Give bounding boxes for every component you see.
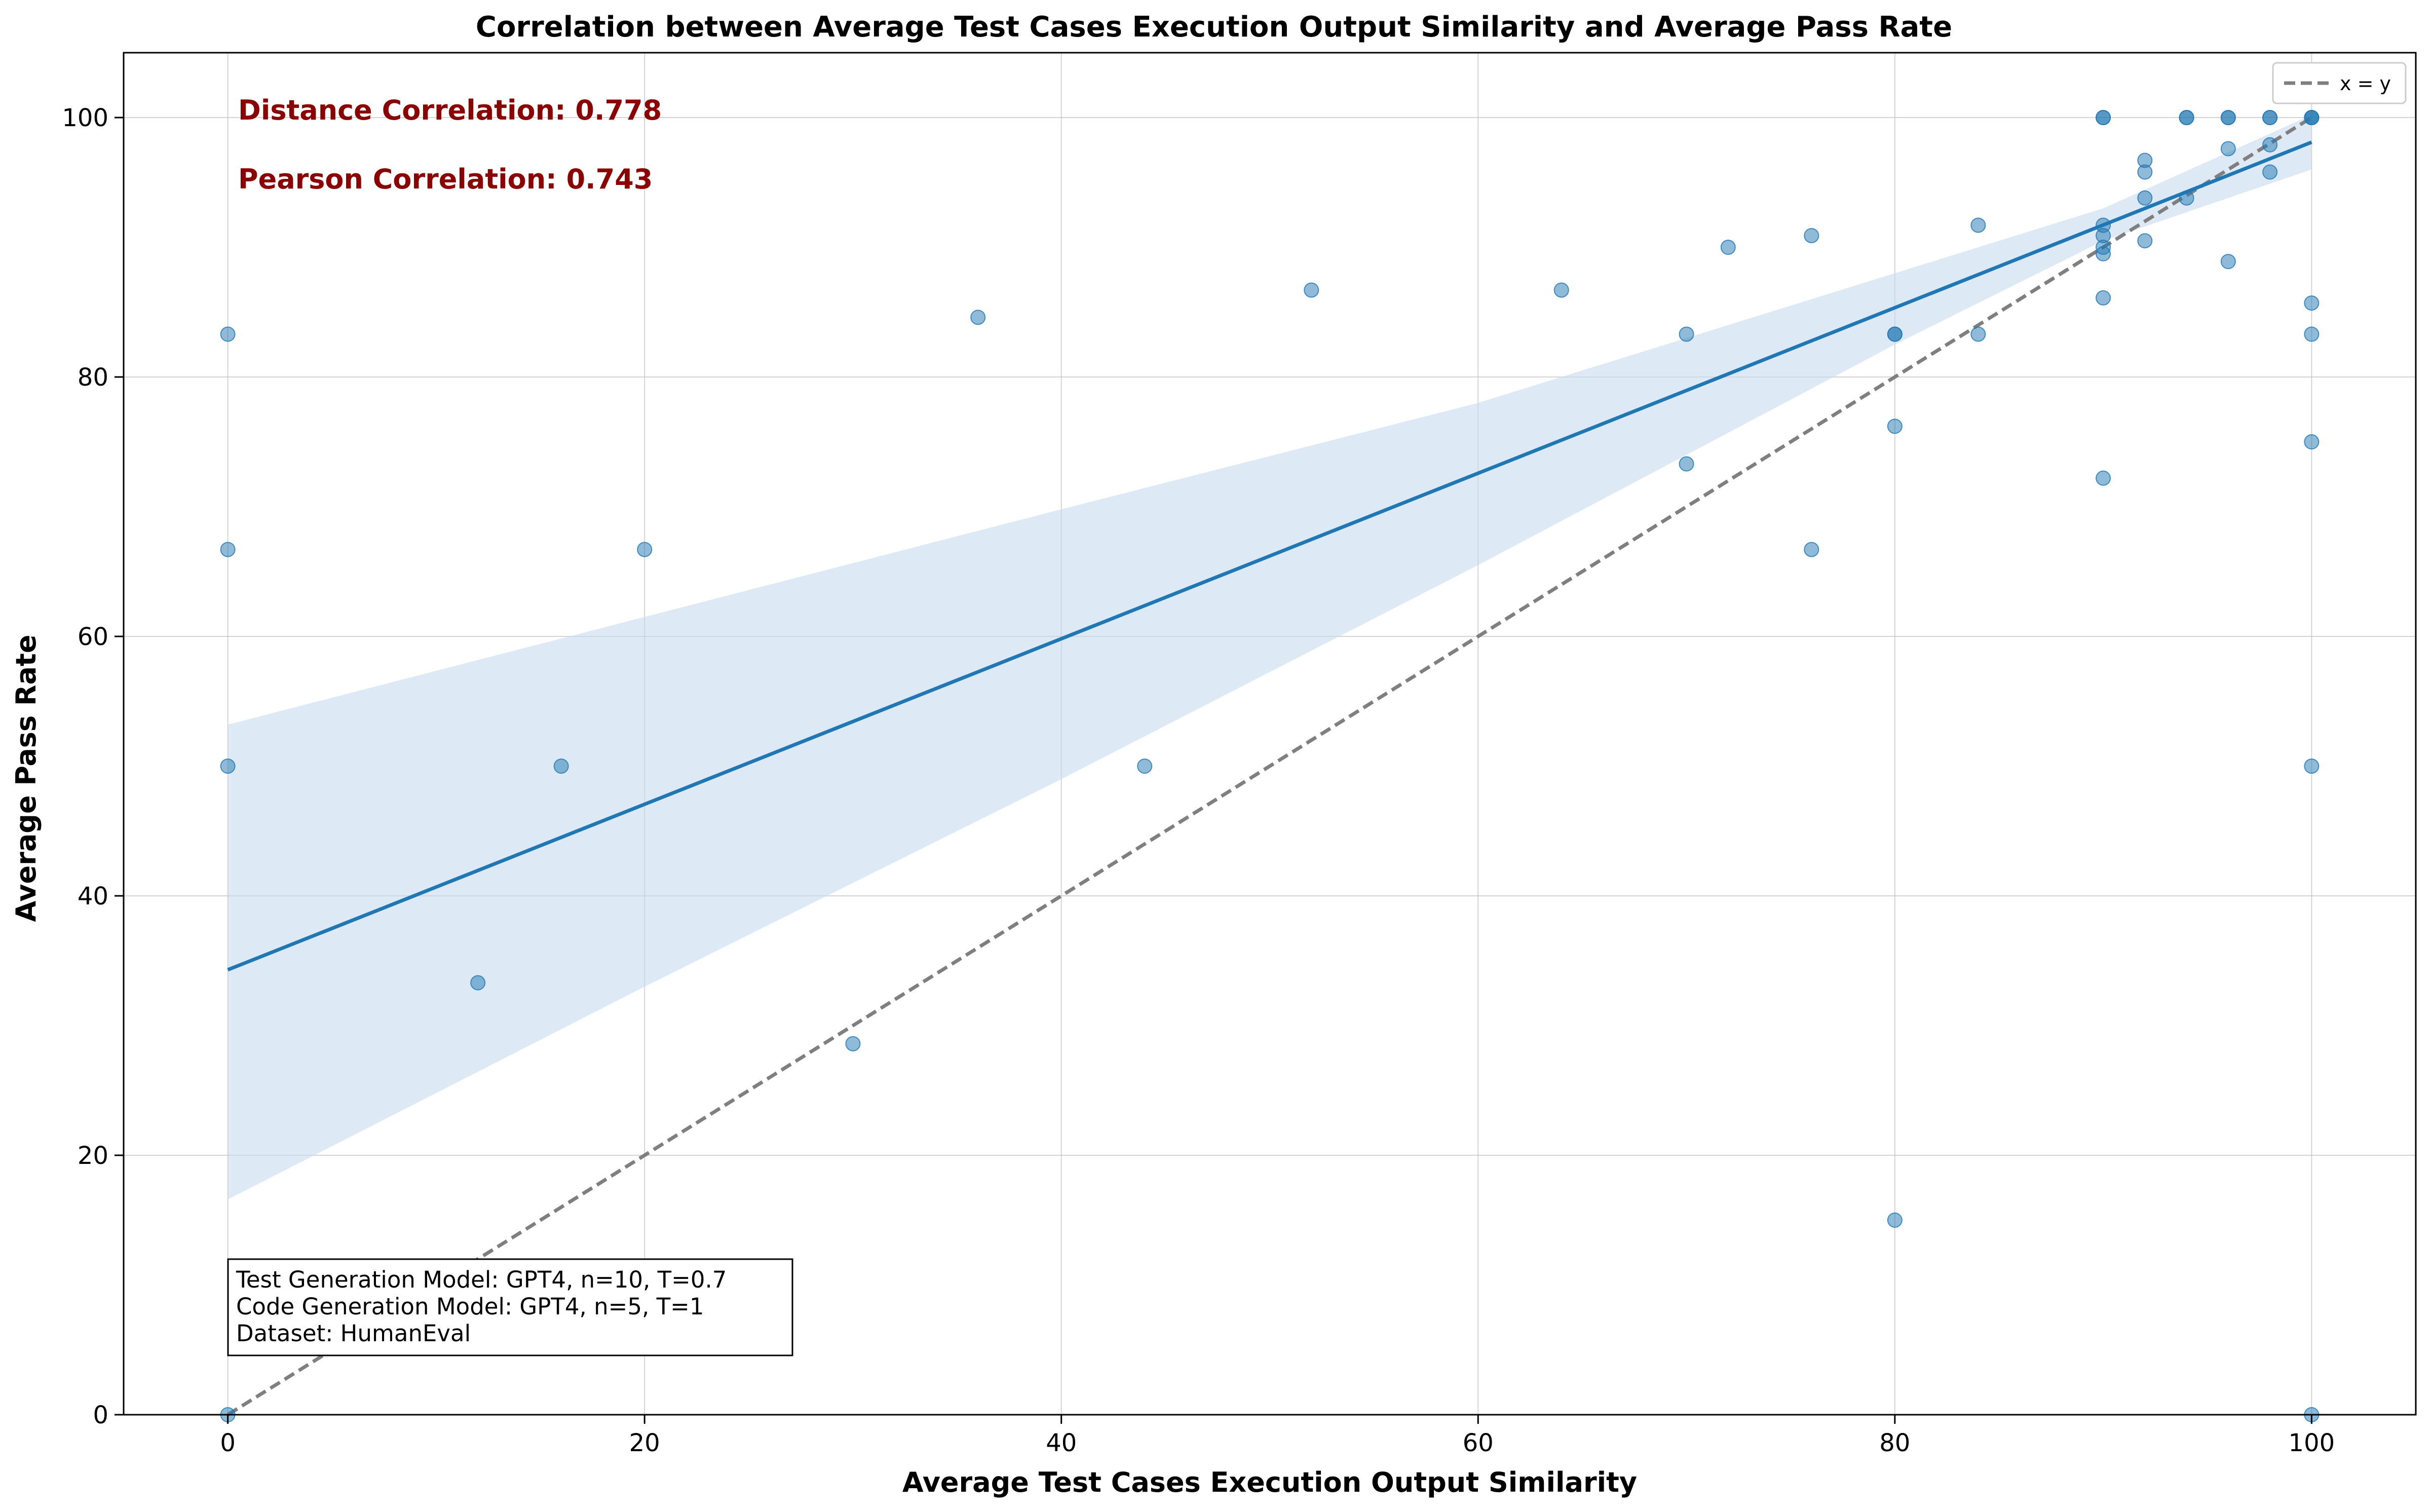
y-tick-label: 40: [78, 882, 108, 911]
data-point: [2179, 110, 2194, 125]
data-point: [637, 542, 653, 557]
x-axis-label: Average Test Cases Execution Output Simi…: [902, 1466, 1637, 1498]
data-point: [1887, 1213, 1903, 1228]
x-tick-label: 60: [1463, 1429, 1494, 1457]
info-line-test-model: Test Generation Model: GPT4, n=10, T=0.7: [236, 1266, 727, 1293]
data-point: [2304, 759, 2320, 774]
data-point: [2096, 290, 2111, 306]
x-axis-ticks: 0 20 40 60 80 100: [220, 1415, 2335, 1457]
regression-line: [227, 140, 2312, 972]
y-tick-label: 80: [78, 363, 108, 392]
info-box-frame: [227, 1258, 793, 1356]
x-tick-label: 100: [2289, 1429, 2335, 1457]
data-point: [2262, 164, 2278, 180]
legend: x = y: [2272, 62, 2407, 104]
data-point: [220, 542, 236, 557]
data-point: [2137, 190, 2153, 206]
data-point: [1804, 542, 1819, 557]
data-point: [1553, 282, 1569, 298]
y-tick-label: 0: [93, 1401, 108, 1429]
y-tick-label: 100: [62, 104, 108, 132]
data-point: [1679, 326, 1694, 342]
x-tick-label: 20: [629, 1429, 660, 1457]
legend-frame: [2272, 62, 2407, 104]
data-point: [2179, 190, 2194, 206]
data-point: [2137, 233, 2153, 249]
data-point: [2262, 137, 2278, 153]
data-point: [220, 326, 236, 342]
data-point: [970, 310, 986, 325]
data-point: [2262, 110, 2278, 125]
confidence-band: [227, 115, 2312, 1200]
data-point: [2096, 470, 2111, 486]
info-box: Test Generation Model: GPT4, n=10, T=0.7…: [227, 1258, 793, 1356]
data-point: [2304, 295, 2320, 311]
identity-line: [226, 116, 2313, 1416]
chart-title: Correlation between Average Test Cases E…: [476, 11, 1952, 44]
data-point: [2304, 326, 2320, 342]
data-point: [1137, 759, 1153, 774]
data-point: [1679, 456, 1694, 472]
data-point: [2220, 254, 2236, 270]
data-point: [2304, 434, 2320, 449]
data-point: [2304, 110, 2320, 125]
x-tick-label: 40: [1046, 1429, 1077, 1457]
data-point: [2137, 164, 2153, 180]
data-point: [1720, 240, 1736, 255]
data-point: [1970, 217, 1986, 233]
data-point: [553, 759, 569, 774]
info-line-code-model: Code Generation Model: GPT4, n=5, T=1: [236, 1293, 704, 1320]
data-point: [2096, 110, 2111, 125]
distance-correlation-label: Distance Correlation: 0.778: [238, 94, 662, 126]
data-point: [1804, 228, 1819, 243]
data-point: [2220, 110, 2236, 125]
y-axis-label: Average Pass Rate: [10, 635, 42, 922]
data-point: [1887, 419, 1903, 434]
plot-frame: [123, 52, 2417, 1416]
y-tick-label: 60: [78, 623, 108, 651]
data-point: [845, 1036, 861, 1051]
data-point: [1970, 326, 1986, 342]
data-point: [470, 975, 486, 991]
pearson-correlation-label: Pearson Correlation: 0.743: [238, 163, 653, 195]
data-point: [1887, 326, 1903, 342]
legend-label-identity: x = y: [2340, 72, 2391, 95]
x-tick-label: 80: [1879, 1429, 1910, 1457]
data-point: [2220, 141, 2236, 157]
y-tick-label: 20: [78, 1142, 108, 1170]
data-point: [1304, 282, 1319, 298]
info-line-dataset: Dataset: HumanEval: [236, 1320, 471, 1347]
data-point: [2096, 246, 2111, 261]
y-axis-ticks: 0 20 40 60 80 100: [62, 104, 124, 1429]
data-point: [220, 759, 236, 774]
x-tick-label: 0: [220, 1429, 236, 1457]
data-points: [220, 110, 2320, 1422]
